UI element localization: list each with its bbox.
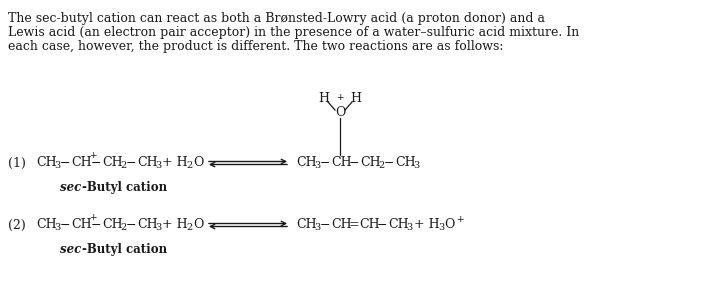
Text: (2): (2) <box>8 219 26 231</box>
Text: −: − <box>126 156 137 169</box>
Text: +: + <box>337 93 344 101</box>
Text: -Butyl cation: -Butyl cation <box>82 181 167 194</box>
Text: 3: 3 <box>406 224 412 233</box>
Text: −: − <box>349 156 359 169</box>
Text: (1): (1) <box>8 156 26 169</box>
Text: −: − <box>320 156 331 169</box>
Text: CH: CH <box>102 219 122 231</box>
Text: CH: CH <box>36 219 57 231</box>
Text: + H: + H <box>414 219 440 231</box>
Text: CH: CH <box>296 156 316 169</box>
Text: 2: 2 <box>186 224 193 233</box>
Text: sec: sec <box>60 243 81 256</box>
Text: Lewis acid (an electron pair acceptor) in the presence of a water–sulfuric acid : Lewis acid (an electron pair acceptor) i… <box>8 26 579 39</box>
Text: CH: CH <box>102 156 122 169</box>
Text: O: O <box>444 219 455 231</box>
Text: 3: 3 <box>314 161 320 171</box>
Text: CH: CH <box>359 219 379 231</box>
Text: CH: CH <box>71 156 92 169</box>
Text: 3: 3 <box>155 224 161 233</box>
Text: O: O <box>335 106 345 120</box>
Text: 3: 3 <box>54 161 60 171</box>
Text: 3: 3 <box>155 161 161 171</box>
Text: The sec-butyl cation can react as both a Brønsted-Lowry acid (a proton donor) an: The sec-butyl cation can react as both a… <box>8 12 545 25</box>
Text: + H: + H <box>162 219 188 231</box>
Text: CH: CH <box>137 156 158 169</box>
Text: CH: CH <box>331 156 352 169</box>
Text: O: O <box>193 156 203 169</box>
Text: sec: sec <box>60 181 81 194</box>
Text: CH: CH <box>395 156 415 169</box>
Text: −: − <box>377 219 387 231</box>
Text: CH: CH <box>296 219 316 231</box>
Text: -Butyl cation: -Butyl cation <box>82 243 167 256</box>
Text: O: O <box>193 219 203 231</box>
Text: −: − <box>91 156 102 169</box>
Text: −: − <box>60 219 70 231</box>
Text: 3: 3 <box>438 224 444 233</box>
Text: +: + <box>89 212 97 222</box>
Text: CH: CH <box>137 219 158 231</box>
Text: + H: + H <box>162 156 188 169</box>
Text: −: − <box>126 219 137 231</box>
Text: 2: 2 <box>378 161 384 171</box>
Text: H: H <box>319 93 329 105</box>
Text: +: + <box>456 215 463 224</box>
Text: −: − <box>320 219 331 231</box>
Text: CH: CH <box>360 156 381 169</box>
Text: −: − <box>384 156 395 169</box>
Text: H: H <box>351 93 362 105</box>
Text: −: − <box>60 156 70 169</box>
Text: 2: 2 <box>120 224 126 233</box>
Text: +: + <box>89 151 97 159</box>
Text: 3: 3 <box>54 224 60 233</box>
Text: CH: CH <box>388 219 409 231</box>
Text: CH: CH <box>331 219 352 231</box>
Text: each case, however, the product is different. The two reactions are as follows:: each case, however, the product is diffe… <box>8 40 503 53</box>
Text: CH: CH <box>36 156 57 169</box>
Text: CH: CH <box>71 219 92 231</box>
Text: −: − <box>91 219 102 231</box>
Text: 2: 2 <box>120 161 126 171</box>
Text: 3: 3 <box>314 224 320 233</box>
Text: =: = <box>349 219 359 231</box>
Text: 2: 2 <box>186 161 193 171</box>
Text: 3: 3 <box>413 161 420 171</box>
